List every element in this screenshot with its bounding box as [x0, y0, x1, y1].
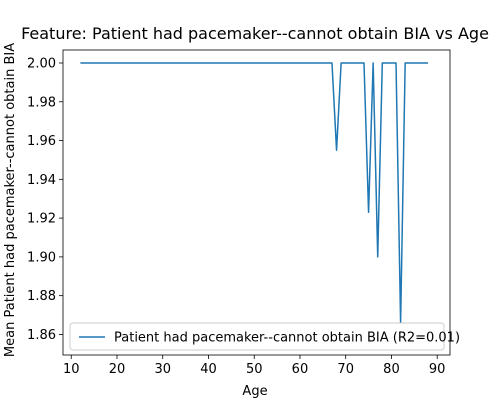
x-tick-label: 50	[246, 362, 263, 377]
x-tick-label: 90	[429, 362, 446, 377]
x-tick-label: 70	[337, 362, 354, 377]
y-tick-label: 1.86	[27, 328, 56, 343]
axes-frame	[62, 49, 451, 356]
legend: Patient had pacemaker--cannot obtain BIA…	[69, 322, 460, 351]
x-tick-label: 30	[154, 362, 171, 377]
legend-box	[69, 322, 445, 351]
x-tick-label: 60	[292, 362, 309, 377]
x-tick-label: 20	[109, 362, 126, 377]
y-tick-label: 2.00	[27, 56, 56, 71]
chart-title: Feature: Patient had pacemaker--cannot o…	[21, 24, 489, 43]
x-tick-label: 80	[383, 362, 400, 377]
y-tick-label: 1.98	[27, 95, 56, 110]
series-line	[80, 62, 429, 324]
y-tick-label: 1.90	[27, 250, 56, 265]
y-tick-label: 1.96	[27, 134, 56, 149]
legend-entry: Patient had pacemaker--cannot obtain BIA…	[114, 331, 460, 346]
x-tick-label: 10	[63, 362, 80, 377]
plot-area: 10 20 30 40 50 60 70 80 90 1.86 1.88 1.90 1.92 1.94 1.…	[27, 49, 460, 377]
x-tick-label: 40	[200, 362, 217, 377]
y-tick-label: 1.94	[27, 173, 56, 188]
y-axis-label: Mean Patient had pacemaker--cannot obtai…	[3, 43, 18, 357]
y-tick-label: 1.92	[27, 212, 56, 227]
x-axis-label: Age	[242, 384, 267, 399]
y-tick-label: 1.88	[27, 289, 56, 304]
